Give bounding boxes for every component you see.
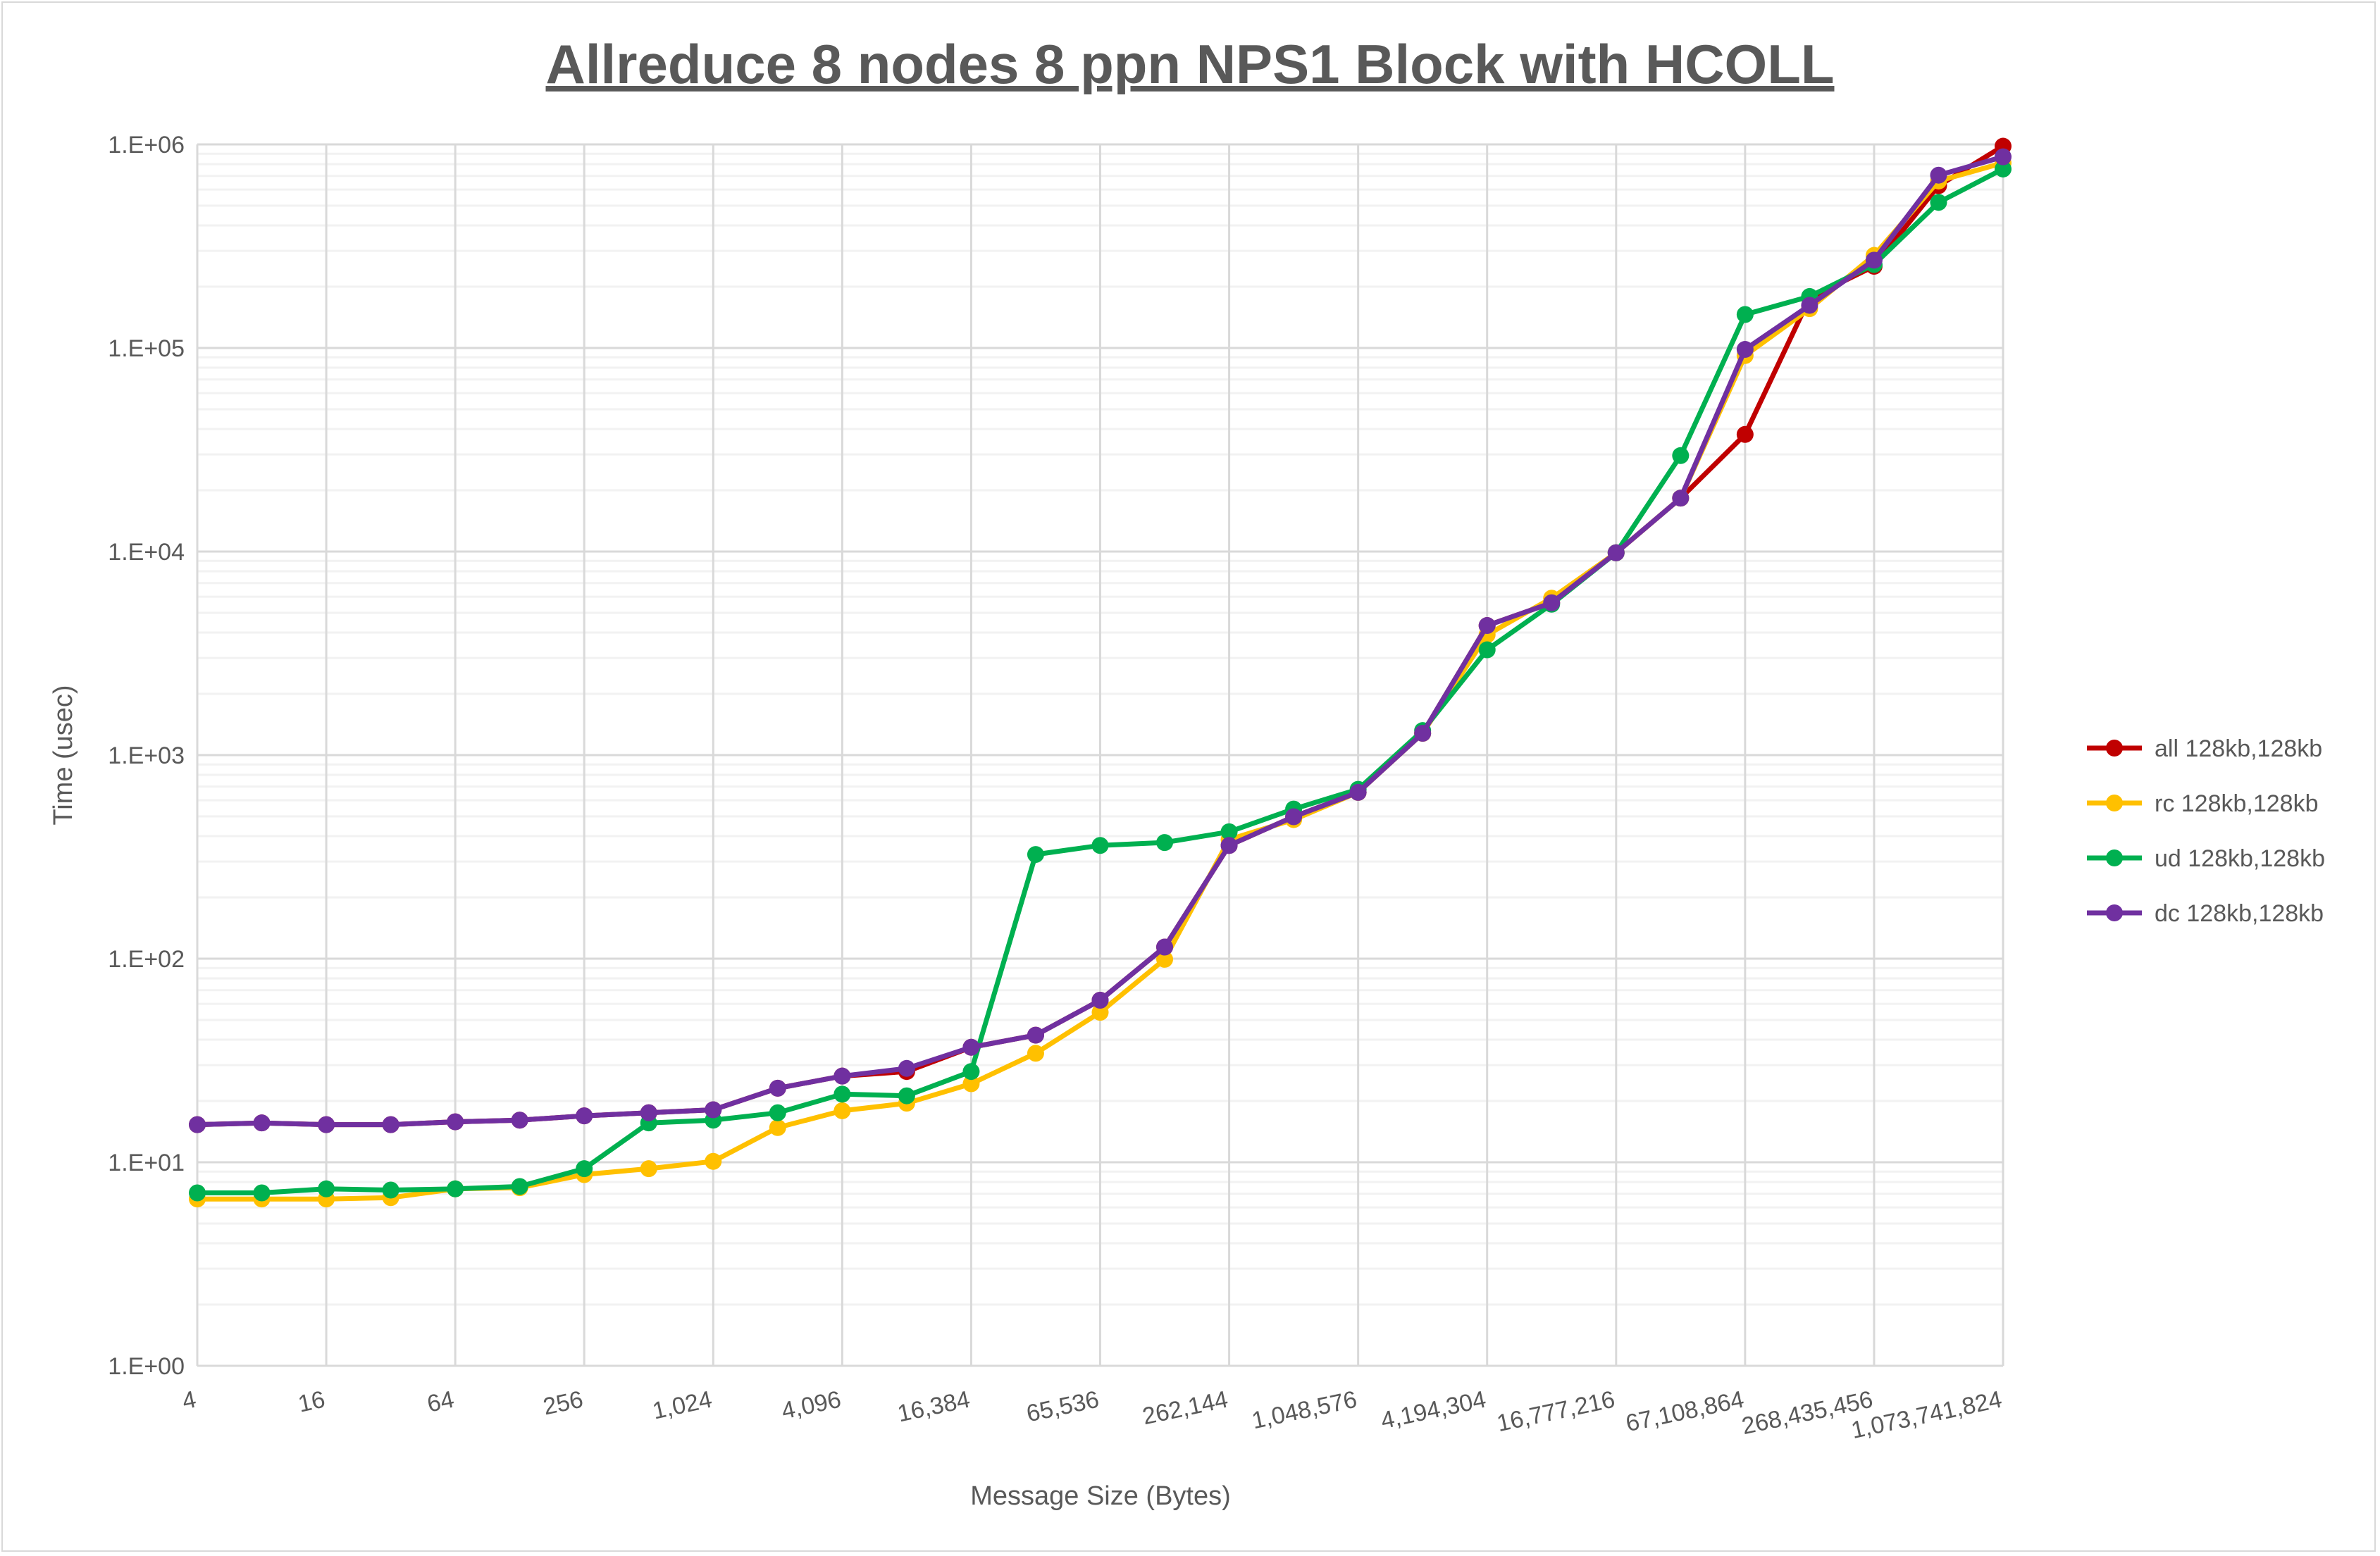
data-point — [511, 1112, 528, 1129]
data-point — [1220, 837, 1238, 854]
data-point — [962, 1038, 980, 1056]
x-tick-label: 16,777,216 — [1494, 1386, 1617, 1438]
x-axis-title: Message Size (Bytes) — [970, 1481, 1231, 1511]
x-tick-label: 4,194,304 — [1379, 1386, 1489, 1435]
y-tick-label: 1.E+06 — [108, 132, 185, 158]
data-point — [962, 1063, 980, 1081]
data-point — [253, 1114, 271, 1132]
x-tick-label: 16,384 — [895, 1386, 972, 1428]
x-tick-label: 67,108,864 — [1623, 1386, 1746, 1438]
legend-label: rc 128kb,128kb — [2155, 790, 2319, 817]
data-point — [1995, 148, 2012, 166]
data-point — [1156, 950, 1174, 968]
x-tick-label: 1,073,741,824 — [1849, 1386, 2004, 1444]
data-point — [1736, 341, 1754, 359]
legend-swatch-marker — [2106, 904, 2123, 921]
x-tick-label: 1,048,576 — [1249, 1386, 1359, 1435]
data-point — [1349, 783, 1367, 801]
data-point — [1801, 297, 1818, 314]
data-point — [576, 1107, 593, 1125]
data-point — [769, 1119, 786, 1136]
data-point — [705, 1152, 722, 1170]
legend: all 128kb,128kb rc 128kb,128kb ud 128kb,12… — [2087, 735, 2325, 927]
data-point — [1027, 846, 1044, 864]
y-tick-label: 1.E+01 — [108, 1150, 185, 1176]
data-point — [1930, 194, 1947, 211]
y-tick-label: 1.E+04 — [108, 539, 185, 566]
y-axis-title: Time (usec) — [49, 685, 78, 825]
data-point — [1478, 641, 1496, 659]
data-point — [1607, 544, 1625, 561]
data-point — [640, 1160, 657, 1178]
data-point — [1091, 1004, 1109, 1021]
data-point — [382, 1116, 399, 1133]
data-point — [447, 1113, 464, 1131]
x-tick-label: 262,144 — [1140, 1386, 1230, 1431]
data-point — [576, 1160, 593, 1178]
data-point — [1865, 251, 1883, 269]
y-tick-label: 1.E+03 — [108, 742, 185, 769]
series-dc — [189, 148, 2012, 1133]
data-point — [1543, 594, 1561, 611]
data-point — [1156, 834, 1174, 852]
data-point — [447, 1180, 464, 1197]
data-point — [511, 1178, 528, 1195]
data-point — [318, 1180, 335, 1197]
legend-label: ud 128kb,128kb — [2155, 845, 2325, 872]
legend-swatch-marker — [2106, 740, 2123, 757]
data-point — [189, 1116, 206, 1133]
x-tick-label: 4,096 — [779, 1386, 843, 1425]
data-point — [1220, 823, 1238, 840]
data-point — [382, 1181, 399, 1199]
x-tick-label: 4 — [180, 1386, 198, 1415]
series-ud — [189, 160, 2012, 1202]
y-tick-label: 1.E+05 — [108, 335, 185, 362]
y-tick-label: 1.E+02 — [108, 946, 185, 973]
data-point — [833, 1085, 851, 1103]
data-point — [1027, 1045, 1044, 1062]
data-point — [769, 1104, 786, 1121]
data-point — [1930, 166, 1947, 184]
chart-title: Allreduce 8 nodes 8 ppn NPS1 Block with … — [546, 33, 1835, 95]
legend-swatch-marker — [2106, 795, 2123, 811]
data-point — [833, 1102, 851, 1119]
x-tick-labels: 4 16 64 256 1,024 4,096 16,384 65,536 262,144 1,0… — [180, 1386, 2004, 1444]
gridlines — [196, 143, 2004, 1367]
legend-label: dc 128kb,128kb — [2155, 900, 2324, 927]
series-group — [189, 137, 2012, 1208]
data-point — [1091, 837, 1109, 854]
data-point — [1478, 617, 1496, 635]
x-tick-label: 65,536 — [1024, 1386, 1102, 1428]
x-tick-label: 1,024 — [650, 1386, 714, 1425]
data-point — [318, 1116, 335, 1133]
data-point — [1027, 1026, 1044, 1044]
data-point — [962, 1075, 980, 1093]
legend-swatch-marker — [2106, 849, 2123, 866]
data-point — [1414, 725, 1432, 742]
data-point — [1091, 991, 1109, 1009]
x-tick-label: 256 — [540, 1386, 585, 1421]
data-point — [1672, 490, 1690, 507]
data-point — [705, 1101, 722, 1119]
data-point — [189, 1184, 206, 1202]
data-point — [640, 1104, 657, 1121]
legend-label: all 128kb,128kb — [2155, 735, 2322, 762]
data-point — [769, 1079, 786, 1097]
x-tick-label: 16 — [296, 1386, 328, 1418]
data-point — [1156, 938, 1174, 956]
data-point — [898, 1059, 915, 1077]
data-point — [833, 1067, 851, 1085]
data-point — [898, 1087, 915, 1104]
data-point — [1285, 808, 1303, 826]
data-point — [1736, 306, 1754, 323]
y-tick-label: 1.E+00 — [108, 1353, 185, 1380]
y-tick-labels: 1.E+00 1.E+01 1.E+02 1.E+03 1.E+04 1.E+05 1.E+… — [108, 132, 185, 1380]
x-tick-label: 64 — [425, 1386, 457, 1418]
data-point — [253, 1184, 271, 1202]
data-point — [1672, 447, 1690, 464]
data-point — [1736, 425, 1754, 443]
data-point — [1995, 160, 2012, 178]
